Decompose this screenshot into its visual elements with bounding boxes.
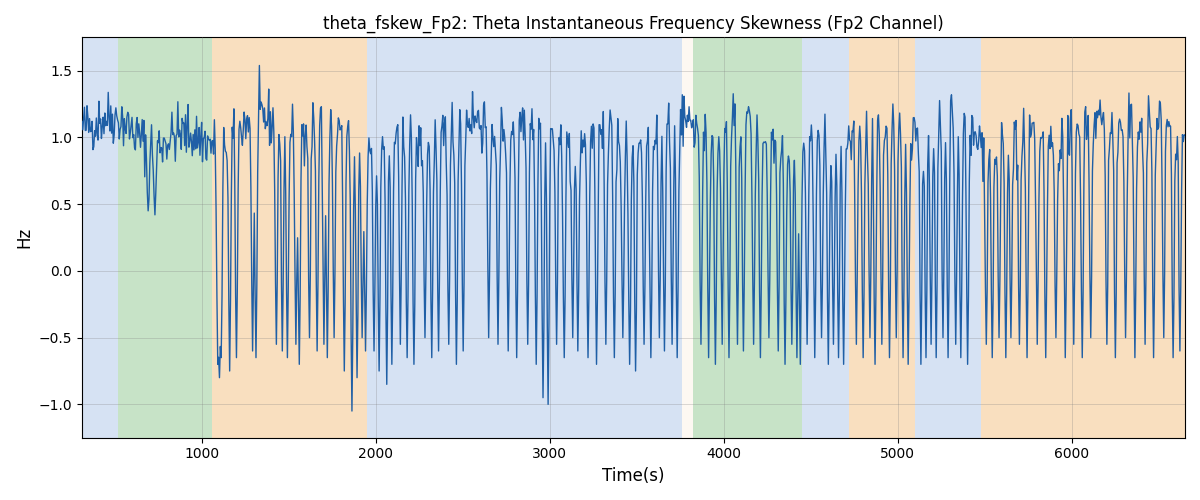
Bar [476, 38, 682, 438]
Bar [803, 38, 850, 438]
Bar [212, 38, 367, 438]
Bar [682, 38, 692, 438]
Title: theta_fskew_Fp2: Theta Instantaneous Frequency Skewness (Fp2 Channel): theta_fskew_Fp2: Theta Instantaneous Fre… [323, 15, 944, 34]
X-axis label: Time(s): Time(s) [602, 467, 665, 485]
Bar [692, 38, 803, 438]
Bar [82, 38, 119, 438]
Bar [119, 38, 212, 438]
Bar [982, 38, 1186, 438]
Y-axis label: Hz: Hz [14, 227, 32, 248]
Bar [916, 38, 982, 438]
Bar [850, 38, 916, 438]
Bar [367, 38, 476, 438]
